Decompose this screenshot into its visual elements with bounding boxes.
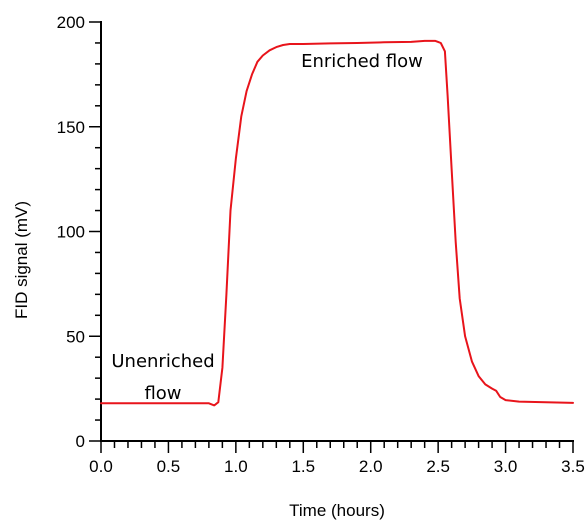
series-layer bbox=[100, 39, 574, 407]
x-tick-label: 1.0 bbox=[224, 457, 248, 476]
y-axis-title: FID signal (mV) bbox=[12, 201, 31, 319]
x-tick-label: 2.0 bbox=[359, 457, 383, 476]
x-tick-label: 3.5 bbox=[561, 457, 585, 476]
y-tick-label: 0 bbox=[76, 432, 85, 451]
x-tick-label: 3.0 bbox=[494, 457, 518, 476]
x-tick-label: 0.0 bbox=[89, 457, 113, 476]
annotation-enriched-flow: Enriched flow bbox=[301, 51, 423, 72]
annotation-unenriched-line1: Unenriched bbox=[111, 351, 214, 372]
x-tick-label: 2.5 bbox=[426, 457, 450, 476]
x-ticks: 0.0 0.5 1.0 1.5 2.0 2.5 3.0 3.5 bbox=[89, 441, 585, 476]
x-axis-title: Time (hours) bbox=[289, 501, 385, 520]
x-tick-label: 0.5 bbox=[157, 457, 181, 476]
y-tick-label: 150 bbox=[57, 118, 85, 137]
y-tick-label: 100 bbox=[57, 223, 85, 242]
annotation-unenriched-line2: flow bbox=[144, 383, 181, 404]
y-tick-label: 200 bbox=[57, 13, 85, 32]
y-ticks: 0 50 100 150 200 bbox=[57, 13, 101, 451]
y-tick-label: 50 bbox=[66, 327, 85, 346]
x-tick-label: 1.5 bbox=[291, 457, 315, 476]
series-line-0 bbox=[100, 39, 574, 407]
